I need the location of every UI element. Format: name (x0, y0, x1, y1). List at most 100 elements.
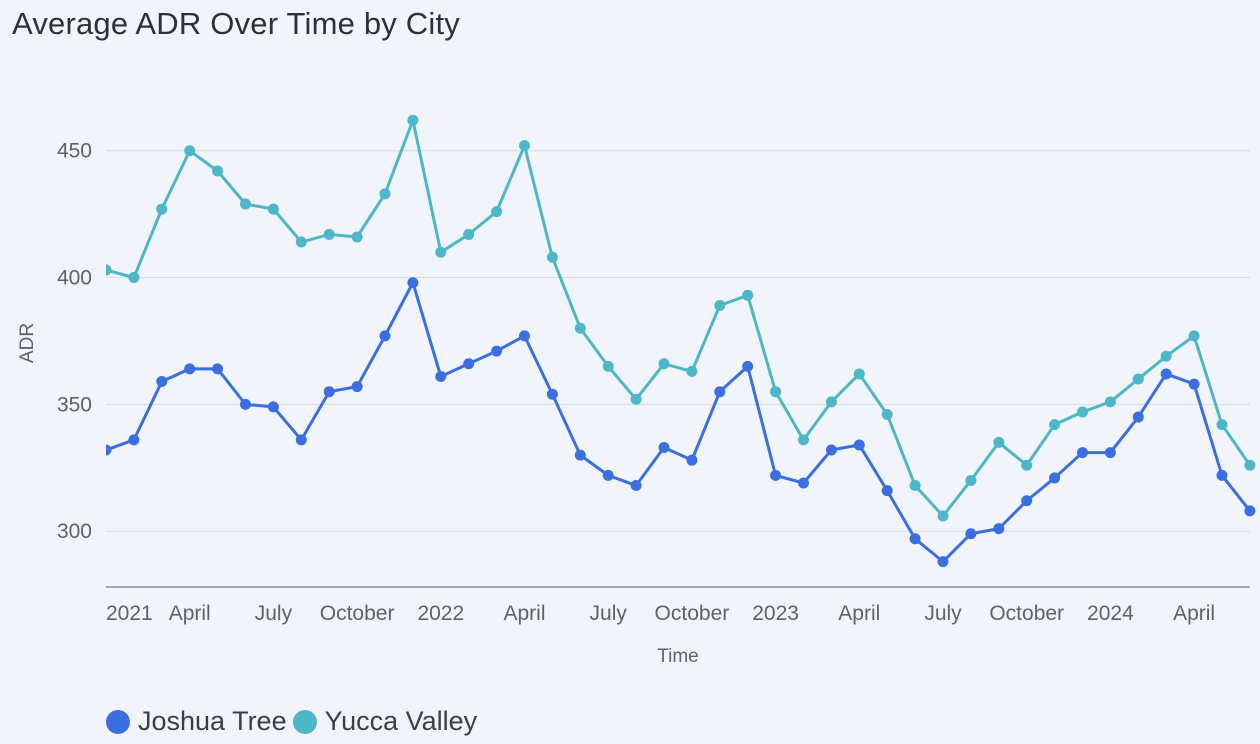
data-point-yucca-valley[interactable] (714, 299, 726, 311)
data-point-yucca-valley[interactable] (1077, 406, 1088, 418)
data-point-yucca-valley[interactable] (881, 409, 893, 421)
data-point-yucca-valley[interactable] (1160, 350, 1172, 362)
data-point-yucca-valley[interactable] (965, 474, 977, 486)
data-point-yucca-valley[interactable] (602, 360, 614, 372)
data-point-yucca-valley[interactable] (937, 510, 949, 522)
data-point-joshua-tree[interactable] (156, 376, 168, 388)
data-point-joshua-tree[interactable] (1216, 469, 1228, 481)
data-point-joshua-tree[interactable] (1244, 505, 1256, 517)
data-point-joshua-tree[interactable] (463, 358, 475, 370)
data-point-joshua-tree[interactable] (881, 485, 893, 497)
data-point-joshua-tree[interactable] (407, 277, 419, 289)
data-point-joshua-tree[interactable] (1021, 495, 1033, 507)
data-point-joshua-tree[interactable] (853, 439, 865, 451)
data-point-joshua-tree[interactable] (1077, 447, 1088, 459)
axes: 300 350 400 450 2021 April July October 2022 Apri… (57, 140, 1250, 625)
x-tick-label: 2024 (1087, 602, 1134, 625)
x-tick-label: October (989, 602, 1064, 625)
data-point-joshua-tree[interactable] (714, 386, 726, 398)
data-point-yucca-valley[interactable] (993, 436, 1005, 448)
data-point-joshua-tree[interactable] (323, 386, 335, 398)
y-tick-label: 450 (57, 140, 92, 163)
data-point-yucca-valley[interactable] (546, 251, 558, 263)
data-point-yucca-valley[interactable] (630, 393, 642, 405)
data-point-joshua-tree[interactable] (101, 444, 112, 456)
legend-item-yucca-valley[interactable]: Yucca Valley (292, 706, 477, 737)
data-point-joshua-tree[interactable] (184, 363, 196, 375)
data-point-yucca-valley[interactable] (323, 228, 335, 240)
data-point-yucca-valley[interactable] (574, 322, 586, 334)
data-point-yucca-valley[interactable] (212, 165, 224, 177)
data-point-yucca-valley[interactable] (1021, 459, 1033, 471)
data-point-yucca-valley[interactable] (825, 396, 837, 408)
data-point-joshua-tree[interactable] (240, 398, 251, 410)
data-point-yucca-valley[interactable] (463, 228, 475, 240)
data-point-yucca-valley[interactable] (1244, 459, 1256, 471)
data-point-yucca-valley[interactable] (798, 434, 809, 446)
data-point-yucca-valley[interactable] (491, 206, 503, 218)
data-point-joshua-tree[interactable] (351, 381, 363, 393)
data-point-joshua-tree[interactable] (1049, 472, 1061, 484)
data-point-joshua-tree[interactable] (1160, 368, 1172, 380)
data-point-joshua-tree[interactable] (1104, 447, 1116, 459)
data-point-yucca-valley[interactable] (407, 114, 419, 126)
y-axis-title: ADR (17, 323, 38, 363)
data-point-yucca-valley[interactable] (156, 203, 168, 215)
data-point-joshua-tree[interactable] (965, 528, 977, 540)
x-tick-label: April (1173, 602, 1215, 625)
data-point-yucca-valley[interactable] (267, 203, 279, 215)
data-point-joshua-tree[interactable] (630, 480, 642, 492)
data-point-yucca-valley[interactable] (379, 188, 391, 200)
data-point-joshua-tree[interactable] (686, 454, 698, 466)
data-point-joshua-tree[interactable] (212, 363, 224, 375)
legend-item-joshua-tree[interactable]: Joshua Tree (106, 706, 287, 737)
data-point-yucca-valley[interactable] (240, 198, 251, 210)
data-point-yucca-valley[interactable] (742, 289, 754, 301)
data-point-joshua-tree[interactable] (602, 469, 614, 481)
data-point-joshua-tree[interactable] (770, 469, 782, 481)
data-point-joshua-tree[interactable] (546, 388, 558, 400)
data-point-joshua-tree[interactable] (993, 523, 1005, 535)
data-point-yucca-valley[interactable] (435, 246, 447, 258)
data-point-yucca-valley[interactable] (184, 145, 196, 157)
data-point-yucca-valley[interactable] (1049, 419, 1061, 431)
data-point-joshua-tree[interactable] (825, 444, 837, 456)
data-point-joshua-tree[interactable] (379, 330, 391, 342)
data-point-joshua-tree[interactable] (909, 533, 921, 545)
data-point-joshua-tree[interactable] (491, 345, 503, 357)
data-point-joshua-tree[interactable] (798, 477, 809, 489)
x-tick-label: April (838, 602, 880, 625)
data-point-joshua-tree[interactable] (1188, 378, 1200, 390)
chart-title: Average ADR Over Time by City (12, 6, 460, 41)
data-point-yucca-valley[interactable] (351, 231, 363, 243)
data-point-joshua-tree[interactable] (1132, 411, 1144, 423)
data-point-yucca-valley[interactable] (1132, 373, 1144, 385)
legend: Joshua Tree Yucca Valley (106, 706, 483, 737)
data-point-yucca-valley[interactable] (909, 480, 921, 492)
data-point-yucca-valley[interactable] (1188, 330, 1200, 342)
data-point-yucca-valley[interactable] (853, 368, 865, 380)
data-point-joshua-tree[interactable] (128, 434, 140, 446)
series-line-joshua-tree (106, 281, 1252, 564)
data-point-joshua-tree[interactable] (658, 441, 670, 453)
data-point-yucca-valley[interactable] (686, 365, 698, 377)
data-point-yucca-valley[interactable] (1104, 396, 1116, 408)
data-point-joshua-tree[interactable] (267, 401, 279, 413)
data-point-joshua-tree[interactable] (574, 449, 586, 461)
data-point-yucca-valley[interactable] (1216, 419, 1228, 431)
x-tick-label: April (503, 602, 545, 625)
data-point-yucca-valley[interactable] (128, 272, 140, 284)
data-point-joshua-tree[interactable] (742, 360, 754, 372)
data-point-joshua-tree[interactable] (519, 330, 530, 342)
data-point-joshua-tree[interactable] (937, 556, 949, 568)
data-point-joshua-tree[interactable] (295, 434, 307, 446)
data-point-yucca-valley[interactable] (770, 386, 782, 398)
data-point-yucca-valley[interactable] (295, 236, 307, 248)
data-point-joshua-tree[interactable] (435, 370, 447, 382)
data-point-yucca-valley[interactable] (101, 264, 112, 276)
legend-label-joshua-tree: Joshua Tree (138, 706, 287, 736)
data-point-yucca-valley[interactable] (658, 358, 670, 370)
gridlines (106, 150, 1250, 532)
data-point-yucca-valley[interactable] (519, 140, 530, 152)
